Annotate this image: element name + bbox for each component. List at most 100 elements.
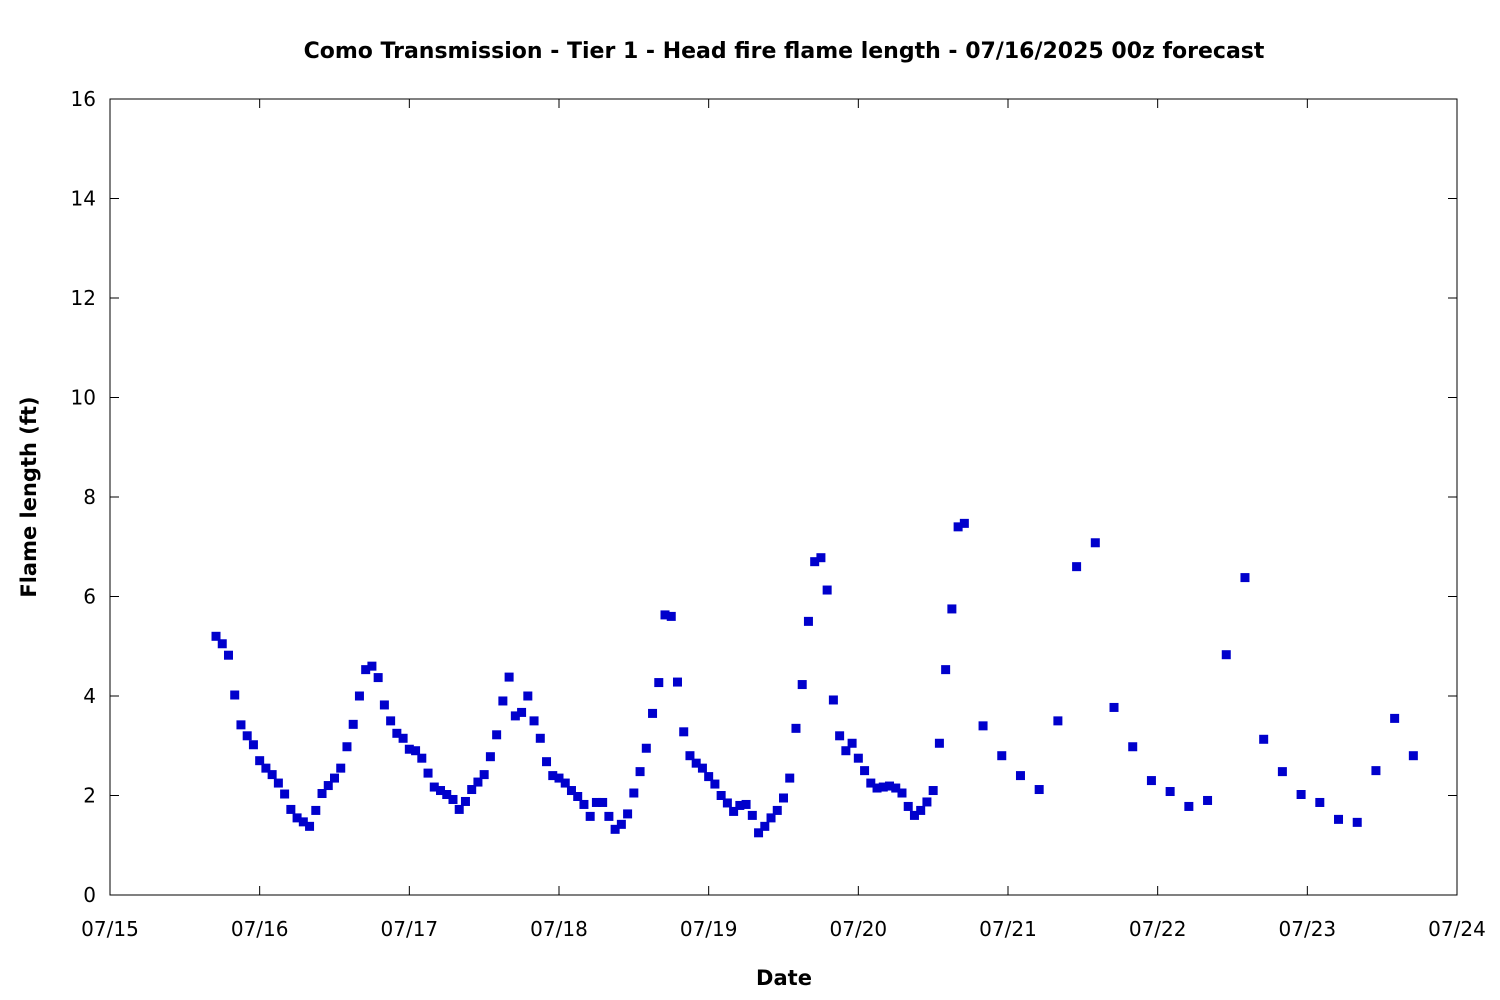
data-point (716, 791, 726, 800)
data-point (697, 763, 707, 773)
data-point (1315, 797, 1325, 807)
data-point (1240, 573, 1250, 583)
data-point (803, 616, 813, 626)
data-point (591, 797, 601, 807)
data-point (398, 733, 408, 743)
data-point (367, 661, 377, 671)
data-points (211, 518, 1418, 838)
data-point (280, 789, 290, 799)
data-point (392, 728, 402, 738)
y-tick-label: 16 (71, 87, 96, 111)
data-point (529, 716, 539, 726)
data-point (947, 604, 957, 614)
data-point (660, 610, 670, 620)
data-point (585, 811, 595, 821)
data-point (230, 690, 240, 700)
data-point (267, 770, 277, 780)
x-tick-label: 07/22 (1129, 917, 1187, 941)
data-point (816, 553, 826, 563)
data-point (1090, 538, 1100, 548)
data-point (916, 805, 926, 815)
data-point (779, 793, 788, 803)
data-point (866, 778, 876, 788)
data-point (336, 763, 346, 773)
data-point (953, 522, 963, 532)
data-point (903, 801, 913, 811)
data-point (641, 743, 651, 753)
data-point (429, 782, 439, 792)
data-point (623, 809, 633, 819)
y-tick-label: 2 (83, 784, 96, 808)
data-point (922, 797, 932, 807)
data-point (354, 691, 364, 701)
data-point (872, 783, 882, 793)
data-point (878, 782, 888, 792)
data-point (666, 611, 676, 621)
data-point (510, 711, 520, 721)
data-point (498, 696, 508, 706)
data-point (1277, 767, 1287, 777)
data-point (934, 738, 944, 748)
data-point (223, 650, 233, 660)
data-point (1334, 814, 1344, 824)
data-point (1015, 771, 1025, 781)
data-point (423, 768, 433, 778)
x-tick-label: 07/17 (381, 917, 439, 941)
data-point (404, 744, 414, 754)
data-point (560, 778, 570, 788)
data-point (579, 799, 589, 809)
data-point (1259, 734, 1269, 744)
data-point (417, 753, 427, 763)
data-point (822, 585, 832, 595)
data-point (635, 767, 645, 777)
data-point (255, 756, 265, 766)
data-point (772, 805, 782, 815)
data-point (598, 797, 608, 807)
data-point (317, 789, 327, 799)
data-point (679, 727, 689, 737)
data-point (566, 786, 576, 796)
data-point (242, 731, 252, 741)
data-point (554, 773, 564, 783)
data-point (741, 799, 751, 809)
data-point (1371, 766, 1381, 776)
data-point (342, 742, 352, 752)
data-point (261, 763, 271, 773)
x-axis: 07/15 07/16 07/17 07/18 07/19 07/20 07/21 07/22… (81, 99, 1486, 941)
data-point (211, 631, 221, 641)
data-point (691, 758, 701, 768)
data-point (978, 721, 988, 731)
y-tick-label: 0 (83, 883, 96, 907)
data-point (672, 677, 682, 687)
data-point (573, 791, 583, 801)
data-point (885, 781, 895, 791)
data-point (604, 811, 614, 821)
data-point (1109, 702, 1119, 712)
data-point (909, 810, 919, 820)
data-point (629, 788, 639, 798)
x-tick-label: 07/24 (1428, 917, 1486, 941)
data-point (1296, 790, 1306, 800)
data-point (1184, 801, 1194, 811)
data-point (305, 821, 315, 831)
x-tick-label: 07/19 (680, 917, 738, 941)
data-point (654, 678, 664, 688)
data-point (248, 740, 258, 750)
data-point (542, 757, 552, 767)
y-tick-label: 6 (83, 585, 96, 609)
data-point (722, 798, 732, 808)
x-tick-label: 07/23 (1279, 917, 1337, 941)
data-point (273, 778, 283, 788)
data-point (1408, 751, 1418, 761)
data-point (941, 665, 951, 675)
data-point (492, 730, 502, 740)
data-point (373, 673, 383, 683)
x-tick-label: 07/16 (231, 917, 289, 941)
data-point (766, 813, 776, 823)
data-point (217, 639, 227, 649)
data-point (442, 790, 452, 800)
data-point (897, 788, 907, 798)
data-point (610, 824, 620, 834)
data-point (292, 813, 302, 823)
